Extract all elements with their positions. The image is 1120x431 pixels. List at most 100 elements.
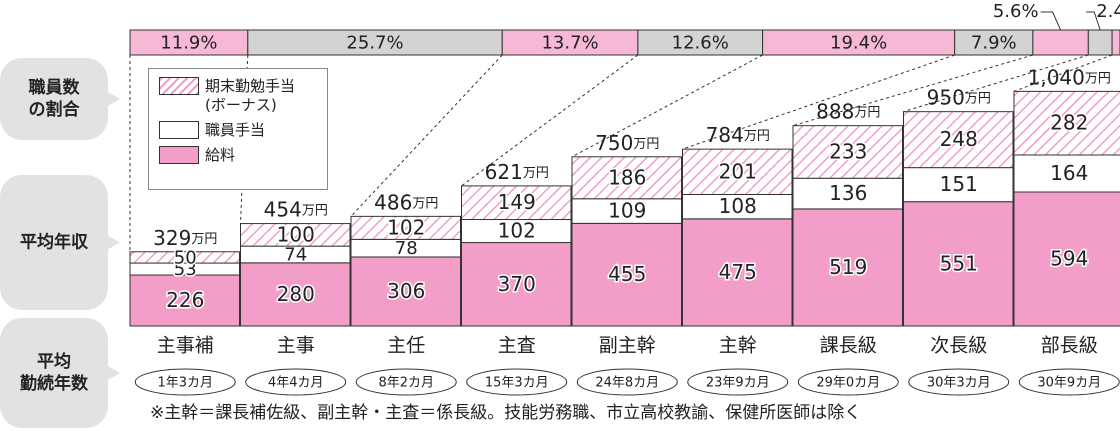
total-label: 329万円 — [153, 225, 217, 249]
legend-item: 給料 — [159, 146, 317, 165]
legend-label: 職員手当 — [205, 121, 266, 139]
total-unit: 万円 — [191, 231, 217, 246]
row-label: 平均年収 — [20, 232, 89, 253]
segment-label: 455 — [608, 262, 646, 286]
tenure-oval — [1018, 368, 1120, 396]
total-number: 329 — [153, 225, 191, 249]
total-unit: 万円 — [854, 105, 880, 120]
total-label: 784万円 — [706, 123, 770, 147]
connector — [903, 54, 1089, 113]
total-unit: 万円 — [965, 91, 991, 106]
connector — [461, 54, 639, 187]
total-unit: 万円 — [412, 196, 438, 211]
bar-segment — [1013, 191, 1120, 327]
tenure-label: 30年3カ月 — [927, 376, 991, 391]
bar-segment — [571, 156, 682, 200]
total-unit: 万円 — [744, 129, 770, 144]
bar-segment — [129, 251, 240, 264]
segment-label: 306 — [387, 279, 425, 303]
bar-segment — [129, 274, 240, 327]
total-label: 1,040万円 — [1028, 65, 1111, 89]
share-label: 19.4% — [830, 33, 887, 54]
segment-label: 100 — [277, 222, 315, 246]
segment-label: 475 — [719, 260, 757, 284]
total-unit: 万円 — [523, 165, 549, 180]
bar-segment — [682, 193, 793, 220]
tenure-label: 8年2カ月 — [378, 376, 434, 391]
category-label: 主任 — [387, 335, 425, 357]
total-number: 950 — [927, 85, 965, 109]
bar-segment — [903, 111, 1014, 169]
bar-segment — [461, 185, 572, 221]
segment-label: 102 — [387, 215, 425, 239]
total-label: 454万円 — [264, 197, 328, 221]
segment-label: 594 — [1050, 246, 1088, 270]
segment-label: 50 — [174, 247, 197, 268]
row-label: 平均 — [37, 351, 71, 372]
share-segment — [1032, 29, 1089, 56]
share-label: 7.9% — [971, 33, 1017, 54]
bar-segment — [240, 262, 351, 327]
legend-swatch — [159, 77, 199, 95]
footnote: ※主幹＝課長補佐級、副主幹・主査＝係長級。技能労務職、市立高校教諭、保健所医師は… — [150, 402, 861, 423]
share-segment — [762, 29, 956, 56]
segment-label: 186 — [608, 165, 646, 189]
row-label: の割合 — [29, 99, 81, 120]
category-label: 主査 — [498, 335, 536, 357]
bar-segment — [571, 222, 682, 327]
segment-label: 136 — [829, 181, 867, 205]
bar-segment — [903, 167, 1014, 203]
bubble-pointer — [106, 365, 120, 381]
total-number: 621 — [485, 159, 523, 183]
tenure-oval — [908, 368, 1010, 396]
tenure-oval — [687, 368, 789, 396]
segment-label: 149 — [498, 190, 536, 214]
legend: 期末勤勉手当(ボーナス) 職員手当給料 — [148, 68, 328, 190]
total-label: 621万円 — [485, 159, 549, 183]
bar-segment — [350, 215, 461, 240]
legend-label: 給料 — [205, 146, 236, 164]
tenure-oval — [466, 368, 568, 396]
segment-label: 282 — [1050, 111, 1088, 135]
share-label: 11.9% — [160, 33, 217, 54]
legend-label: 期末勤勉手当(ボーナス) — [205, 77, 296, 114]
segment-label: 102 — [498, 219, 536, 243]
tenure-label: 30年9カ月 — [1037, 376, 1101, 391]
share-label: 25.7% — [346, 33, 403, 54]
total-label: 750万円 — [595, 130, 659, 154]
total-number: 1,040 — [1028, 65, 1085, 89]
connector — [571, 54, 763, 158]
share-label: 13.7% — [541, 33, 598, 54]
tenure-oval — [134, 368, 236, 396]
tenure-oval — [576, 368, 678, 396]
segment-label: 226 — [166, 288, 204, 312]
bar-segment — [571, 198, 682, 224]
segment-label: 74 — [284, 244, 307, 265]
bar-segment — [240, 223, 351, 247]
leader-line — [1086, 11, 1101, 31]
tenure-oval — [355, 368, 457, 396]
total-label: 950万円 — [927, 85, 991, 109]
total-unit: 万円 — [633, 136, 659, 151]
bar-segment — [903, 201, 1014, 327]
tenure-oval — [245, 368, 347, 396]
segment-label: 164 — [1050, 161, 1088, 185]
category-label: 主事補 — [157, 335, 214, 357]
bar-segment — [682, 148, 793, 195]
bar-segment — [1013, 90, 1120, 156]
legend-item: 期末勤勉手当(ボーナス) — [159, 77, 317, 115]
row-bubble — [0, 58, 108, 140]
segment-label: 370 — [498, 272, 536, 296]
segment-label: 78 — [395, 238, 418, 259]
row-bubble — [0, 175, 108, 310]
category-label: 主幹 — [719, 335, 757, 357]
share-segment — [1087, 29, 1113, 56]
bar-segment — [792, 125, 903, 179]
share-label: 5.6% — [993, 1, 1039, 22]
total-label: 888万円 — [816, 99, 880, 123]
segment-label: 108 — [719, 194, 757, 218]
share-segment — [247, 29, 503, 56]
bubble-pointer — [106, 91, 120, 107]
share-label: 2.4% — [1096, 1, 1120, 22]
legend-swatch — [159, 121, 199, 139]
